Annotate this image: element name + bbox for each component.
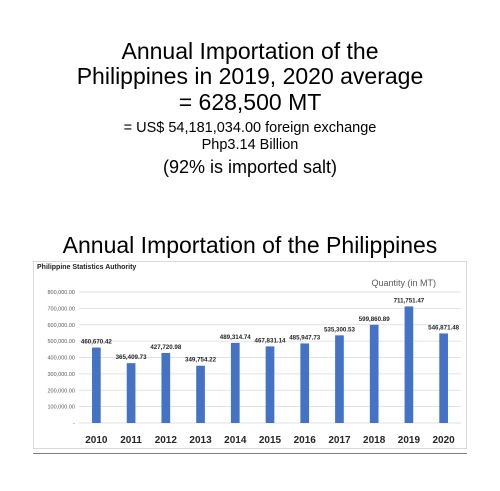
data-label: 599,860.89 (359, 316, 391, 323)
data-label: 467,831.14 (255, 337, 287, 344)
headline-line-3: = 628,500 MT (178, 89, 322, 115)
x-tick-label: 2015 (259, 435, 282, 446)
headline-line-2: Philippines in 2019, 2020 average (76, 63, 424, 89)
x-tick-label: 2012 (155, 435, 178, 446)
bar (92, 347, 101, 423)
bar (230, 342, 240, 423)
x-tick-label: 2020 (433, 435, 456, 446)
chart-section-title: Annual Importation of the Philippines (62, 232, 438, 258)
data-label: 427,720.98 (150, 344, 182, 351)
bar-chart: - 100,000.00 200,000.00 300,000.00 400,000.0… (47, 290, 461, 446)
headline-line-4: = US$ 54,181,034.00 foreign exchange (123, 120, 377, 136)
y-tick-label: - (73, 421, 75, 427)
bar (300, 343, 310, 423)
y-tick-label: 500,000.00 (47, 339, 75, 345)
data-label: 365,409.73 (116, 354, 148, 361)
y-tick-label: 400,000.00 (47, 356, 75, 362)
y-tick-label: 300,000.00 (47, 372, 75, 378)
headline-line-5: Php3.14 Billion (201, 137, 299, 153)
y-tick-label: 600,000.00 (47, 323, 75, 329)
bar (369, 324, 379, 423)
x-tick-label: 2011 (120, 435, 142, 446)
x-tick-label: 2019 (398, 435, 421, 446)
data-label: 460,670.42 (81, 339, 113, 346)
x-tick-label: 2013 (189, 435, 212, 446)
chart-source-label: Philippine Statistics Authority (37, 264, 137, 271)
bar (161, 352, 171, 423)
data-label: 485,947.73 (289, 334, 321, 341)
bottom-divider (33, 453, 467, 454)
data-label: 535,300.53 (324, 326, 356, 333)
x-tick-label: 2018 (363, 435, 386, 446)
x-tick-label: 2014 (224, 435, 247, 446)
headline-line-1: Annual Importation of the (121, 38, 379, 64)
data-label: 546,871.48 (428, 324, 460, 331)
data-label: 711,751.47 (394, 297, 425, 304)
bar (126, 363, 136, 423)
y-tick-label: 200,000.00 (47, 388, 75, 394)
chart-panel: - 100,000.00 200,000.00 300,000.00 400,000.0… (33, 261, 467, 449)
y-tick-label: 800,000.00 (47, 290, 75, 296)
bar (404, 306, 414, 423)
data-label: 489,314.74 (220, 334, 252, 341)
x-tick-label: 2010 (85, 435, 108, 446)
bar (196, 365, 205, 423)
x-tick-label: 2017 (328, 435, 351, 446)
y-tick-label: 100,000.00 (47, 405, 75, 411)
bar (265, 346, 275, 423)
bar (335, 335, 344, 423)
data-label: 349,754.22 (185, 357, 217, 364)
headline-line-6: (92% is imported salt) (162, 157, 338, 177)
y-tick-label: 700,000.00 (47, 306, 75, 312)
x-tick-label: 2016 (294, 435, 317, 446)
series-name-label: Quantity (in MT) (371, 278, 436, 288)
bar (439, 333, 448, 423)
